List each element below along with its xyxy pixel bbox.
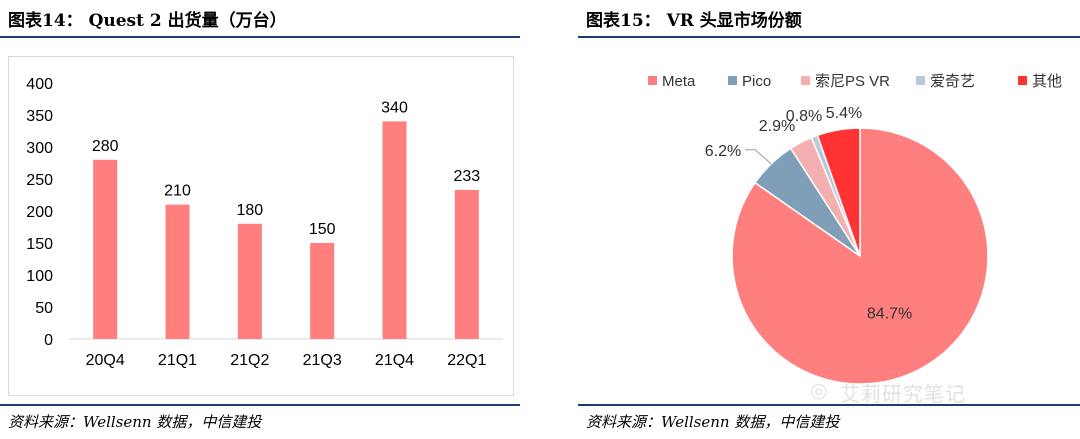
- data-label: 5.4%: [826, 105, 862, 122]
- data-label: 340: [381, 99, 408, 116]
- title-rule: [578, 36, 1080, 38]
- x-tick-label: 22Q1: [447, 352, 486, 369]
- bar-chart-frame: 0 50 100 150 200 250 300 350 400 280 20Q4 210 21Q1 18…: [8, 56, 514, 396]
- x-tick-label: 20Q4: [86, 352, 125, 369]
- y-tick-label: 50: [35, 300, 53, 317]
- data-label: 84.7%: [867, 306, 912, 323]
- legend-label: 索尼PS VR: [815, 73, 890, 90]
- legend-swatch: [916, 76, 925, 85]
- data-label: 280: [92, 138, 119, 155]
- y-tick-label: 0: [44, 332, 53, 349]
- watermark-text: 艾莉研究笔记: [840, 382, 966, 406]
- x-tick-label: 21Q1: [158, 352, 197, 369]
- bar: [237, 223, 262, 339]
- figure-15-panel: 图表15： VR 头显市场份额 Meta Pico 索尼PS VR 爱奇艺 其他 84.7…: [578, 0, 1080, 439]
- legend-label: Pico: [742, 73, 771, 90]
- y-tick-label: 100: [26, 268, 53, 285]
- y-tick-label: 250: [26, 172, 53, 189]
- x-tick-label: 21Q2: [230, 352, 269, 369]
- y-tick-label: 200: [26, 204, 53, 221]
- legend-swatch: [801, 76, 810, 85]
- legend-label: 其他: [1032, 73, 1062, 90]
- bar: [382, 121, 407, 340]
- data-label: 180: [236, 202, 263, 219]
- legend-swatch: [1018, 76, 1027, 85]
- legend-label: Meta: [662, 73, 696, 90]
- bar: [454, 189, 479, 339]
- title-rule: [0, 36, 520, 38]
- source-rule: [0, 404, 520, 406]
- data-label: 6.2%: [705, 143, 741, 160]
- data-label: 210: [164, 183, 191, 200]
- x-tick-label: 21Q4: [375, 352, 414, 369]
- bar-chart: 0 50 100 150 200 250 300 350 400 280 20Q4 210 21Q1 18…: [26, 76, 503, 369]
- bar: [93, 159, 118, 339]
- figure-14-title: 图表14： Quest 2 出货量（万台）: [8, 11, 287, 31]
- figure-15-title: 图表15： VR 头显市场份额: [586, 11, 802, 31]
- data-label: 150: [309, 221, 336, 238]
- legend-swatch: [648, 76, 657, 85]
- bar: [310, 243, 335, 339]
- legend-label: 爱奇艺: [930, 73, 975, 90]
- data-label: 233: [453, 168, 480, 185]
- legend-swatch: [728, 76, 737, 85]
- figure-14-panel: 图表14： Quest 2 出货量（万台） 0 50 100 150 200 250 300…: [0, 0, 520, 439]
- pie-chart: Meta Pico 索尼PS VR 爱奇艺 其他 84.7% 6.2% 2.9%0.8% 5.4…: [648, 73, 1062, 385]
- y-tick-label: 350: [26, 108, 53, 125]
- wechat-icon: ◎: [810, 378, 828, 402]
- figure-15-source: 资料来源：Wellsenn 数据，中信建投: [586, 413, 840, 431]
- x-tick-label: 21Q3: [303, 352, 342, 369]
- y-tick-label: 400: [26, 76, 53, 93]
- leader-line: [745, 149, 772, 165]
- bar: [165, 204, 190, 339]
- y-tick-label: 300: [26, 140, 53, 157]
- data-label: 0.8%: [786, 108, 822, 125]
- source-rule: [578, 404, 1080, 406]
- figure-14-source: 资料来源：Wellsenn 数据，中信建投: [8, 413, 262, 431]
- y-tick-label: 150: [26, 236, 53, 253]
- pie-slice: [816, 127, 861, 257]
- data-label: 2.9%: [759, 118, 795, 135]
